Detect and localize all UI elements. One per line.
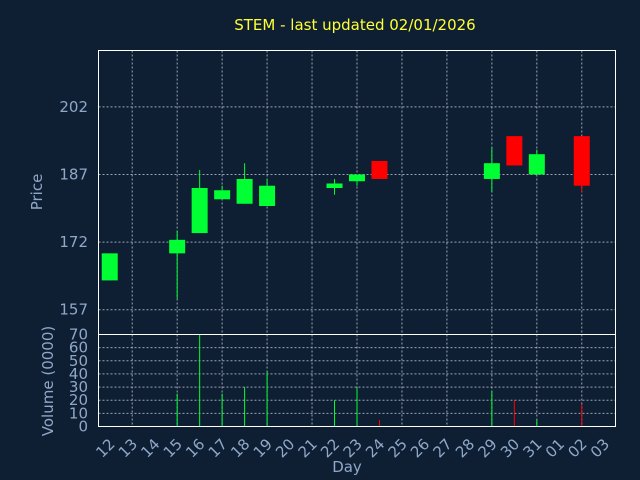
candle-body xyxy=(191,187,208,234)
x-axis-label: Day xyxy=(332,458,362,476)
candle-body xyxy=(236,178,253,204)
chart-title: STEM - last updated 02/01/2026 xyxy=(234,16,475,34)
candle-body xyxy=(101,253,118,281)
x-tick-label: 03 xyxy=(587,435,613,461)
candle-body xyxy=(214,190,231,200)
candle-body xyxy=(506,136,523,166)
volume-tick-label: 70 xyxy=(69,326,88,344)
volume-axis-label: Volume (0000) xyxy=(39,326,57,436)
candle-body xyxy=(483,163,500,179)
volume-bars xyxy=(176,334,583,427)
price-grid xyxy=(98,50,616,335)
candle-body xyxy=(528,154,545,175)
y-axis-label: Price xyxy=(28,174,46,211)
volume-tick-label: 10 xyxy=(69,404,88,422)
candle-body xyxy=(259,185,276,207)
volume-tick-label: 50 xyxy=(69,352,88,370)
volume-tick-label: 60 xyxy=(69,339,88,357)
candles xyxy=(101,136,590,299)
price-tick-label: 172 xyxy=(59,233,88,251)
volume-tick-label: 20 xyxy=(69,391,88,409)
candle-body xyxy=(349,174,365,182)
price-tick-labels: 157 172 187 202 xyxy=(59,98,88,319)
candle-body xyxy=(573,136,590,186)
x-tick-labels: 1213141516171819202122232425262728293031… xyxy=(92,435,613,461)
volume-tick-label: 0 xyxy=(78,418,88,436)
candle-body xyxy=(326,183,343,188)
price-tick-label: 187 xyxy=(59,165,88,183)
price-tick-label: 202 xyxy=(59,98,88,116)
candle-body xyxy=(371,160,388,179)
volume-tick-label: 30 xyxy=(69,378,88,396)
volume-panel-frame xyxy=(98,334,616,427)
price-tick-label: 157 xyxy=(59,301,88,319)
candle-body xyxy=(169,239,186,254)
volume-tick-label: 40 xyxy=(69,365,88,383)
